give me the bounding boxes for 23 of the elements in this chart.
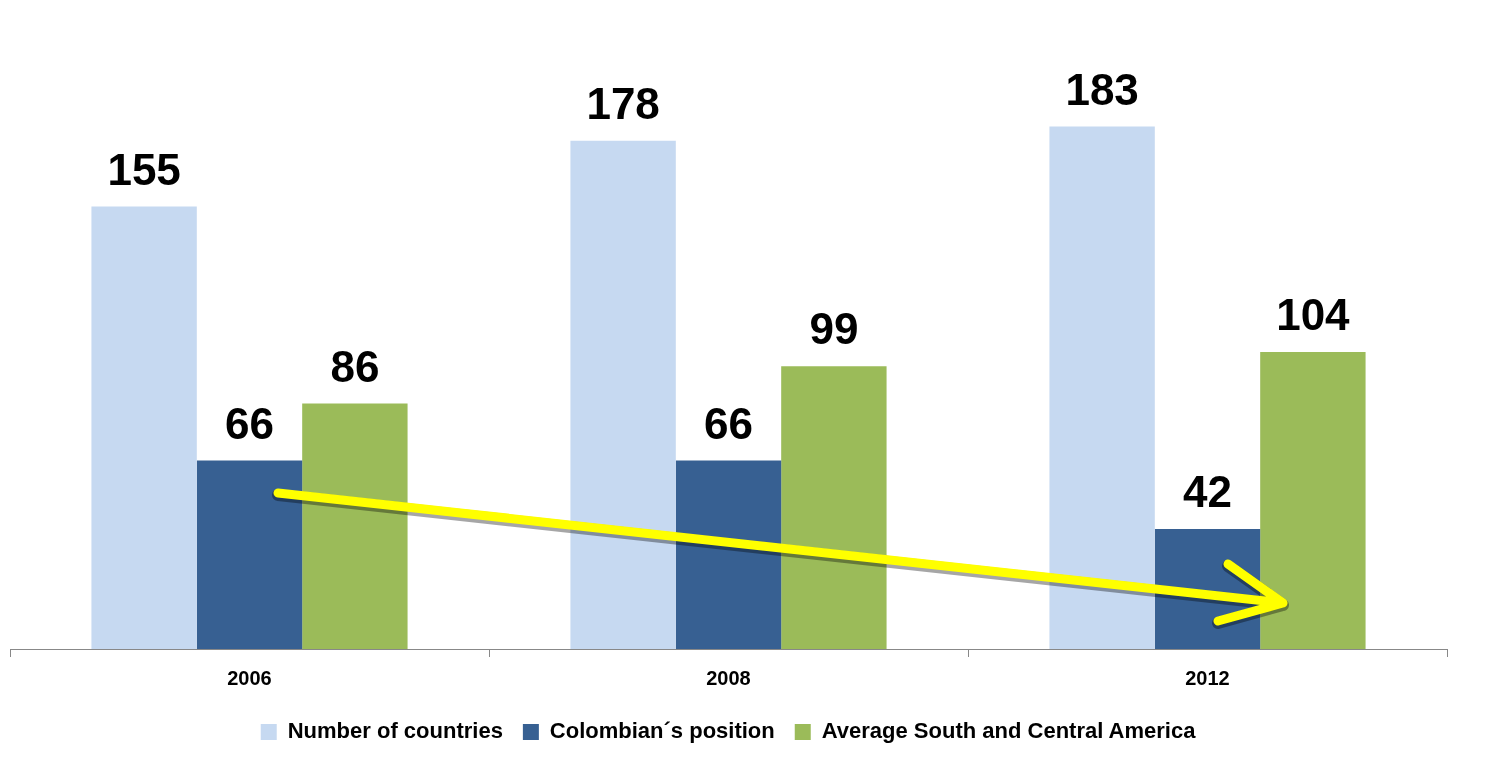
x-tick-label: 2012 <box>1185 666 1230 689</box>
data-label: 42 <box>1183 467 1232 517</box>
data-label: 99 <box>809 304 859 354</box>
bar <box>1260 352 1366 649</box>
bar <box>570 140 676 649</box>
bar <box>1049 126 1155 649</box>
bar <box>91 206 197 649</box>
data-label: 66 <box>225 398 274 448</box>
data-label: 86 <box>330 341 380 391</box>
legend-label: Average South and Central America <box>821 718 1197 744</box>
bar <box>196 460 303 649</box>
x-tick-label: 2006 <box>227 666 272 689</box>
bar <box>781 366 887 649</box>
data-label: 155 <box>107 144 181 194</box>
data-label: 178 <box>586 78 660 128</box>
bar <box>675 460 782 649</box>
bar <box>302 403 408 649</box>
data-label: 104 <box>1276 290 1351 340</box>
x-tick-label: 2008 <box>706 666 751 689</box>
legend-label: Colombian´s position <box>549 718 775 744</box>
legend-label: Number of countries <box>287 718 503 744</box>
data-label: 183 <box>1065 64 1139 114</box>
data-label: 66 <box>704 398 753 448</box>
